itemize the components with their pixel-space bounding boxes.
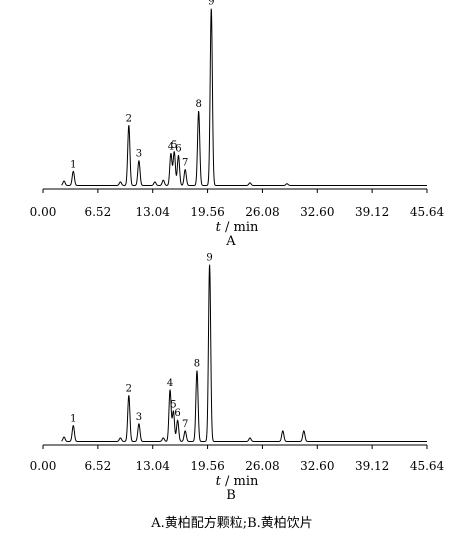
figure-caption: A.黄柏配方颗粒;B.黄柏饮片 — [151, 516, 313, 531]
x-tick-label: 32.60 — [300, 205, 334, 219]
x-axis-title: t / min — [216, 220, 259, 235]
chromatogram-trace — [61, 264, 428, 442]
x-axis-title: t / min — [216, 474, 259, 489]
panel-label: A — [225, 234, 236, 249]
peak-label-4: 4 — [167, 378, 173, 389]
peak-label-6: 6 — [175, 143, 181, 154]
x-tick-label: 19.56 — [190, 205, 224, 219]
panel-label: B — [226, 488, 236, 503]
peak-label-3: 3 — [136, 149, 142, 160]
peak-label-8: 8 — [194, 359, 200, 370]
peak-label-4: 4 — [168, 142, 174, 153]
peak-label-2: 2 — [126, 383, 132, 394]
x-tick-label: 39.12 — [355, 459, 389, 473]
x-tick-label: 45.64 — [410, 459, 445, 473]
x-tick-label: 19.56 — [190, 459, 224, 473]
peak-label-5: 5 — [170, 399, 176, 410]
peak-label-2: 2 — [126, 113, 132, 124]
x-tick-label: 26.08 — [245, 205, 279, 219]
x-tick-label: 6.52 — [84, 459, 111, 473]
peak-label-7: 7 — [182, 419, 188, 430]
peak-label-9: 9 — [208, 0, 214, 7]
x-tick-label: 39.12 — [355, 205, 389, 219]
peak-label-3: 3 — [136, 412, 142, 423]
peak-label-9: 9 — [206, 252, 212, 263]
peak-label-8: 8 — [195, 99, 201, 110]
x-tick-label: 32.60 — [300, 459, 334, 473]
peak-label-5: 5 — [171, 140, 177, 151]
peak-label-1: 1 — [70, 159, 76, 170]
x-tick-label: 13.04 — [136, 459, 171, 473]
x-tick-label: 0.00 — [30, 459, 57, 473]
chromatogram-panel-a: 0.00 6.52 13.04 19.56 26.08 32.60 39.12 45.64 t … — [30, 0, 445, 249]
x-tick-label: 26.08 — [245, 459, 279, 473]
x-tick-label: 45.64 — [410, 205, 445, 219]
x-tick-label: 0.00 — [30, 205, 57, 219]
chromatogram-trace — [61, 8, 428, 186]
x-tick-label: 13.04 — [136, 205, 171, 219]
chromatogram-panel-b: 0.00 6.52 13.04 19.56 26.08 32.60 39.12 45.64 t … — [30, 252, 445, 503]
peak-label-6: 6 — [174, 408, 180, 419]
x-tick-label: 6.52 — [84, 205, 111, 219]
peak-label-1: 1 — [70, 414, 76, 425]
peak-label-7: 7 — [182, 158, 188, 169]
